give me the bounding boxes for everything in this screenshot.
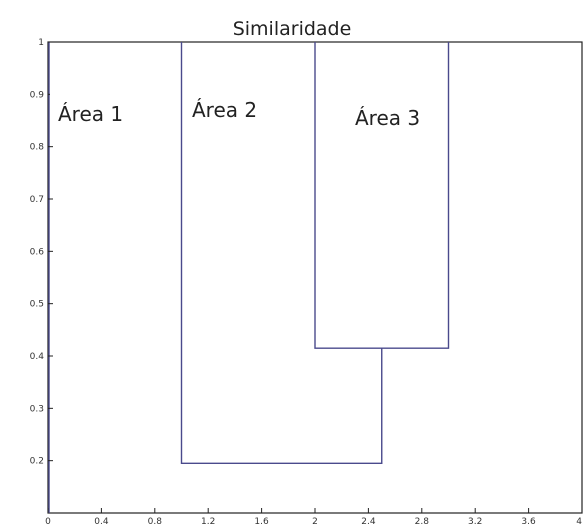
x-tick-label: 1.6 [254, 517, 269, 525]
y-tick-label: 0.6 [30, 247, 45, 257]
y-tick-label: 0.2 [30, 457, 44, 467]
y-tick-label: 0.8 [30, 143, 45, 153]
y-tick-label: 1 [38, 38, 44, 48]
y-tick-label: 0.9 [30, 90, 45, 100]
x-tick-label: 1.2 [201, 517, 215, 525]
leaf-label-area-3: Área 3 [347, 92, 429, 144]
leaf-label-area-1: Área 1 [50, 88, 132, 140]
x-tick-label: 2.8 [415, 517, 430, 525]
x-tick-label: 0.4 [94, 517, 109, 525]
x-tick-label: 0 [45, 517, 51, 525]
x-axis-ticks: 0 0.4 0.8 1.2 1.6 2 2.4 2.8 3.2 3.6 4 [45, 508, 583, 525]
x-tick-label: 2.4 [361, 517, 376, 525]
leaf-label-area-2: Área 2 [184, 84, 266, 136]
y-tick-label: 0.3 [30, 404, 44, 414]
y-axis-ticks: 0.2 0.3 0.4 0.5 0.6 0.7 0.8 0.9 1 [30, 38, 53, 467]
x-tick-label: 0.8 [148, 517, 163, 525]
x-tick-label: 3.6 [521, 517, 536, 525]
dendrogram-link-1 [314, 42, 450, 349]
dendrogram-links [48, 42, 450, 513]
dendrogram-link-2 [180, 42, 383, 464]
y-tick-label: 0.7 [30, 195, 44, 205]
x-tick-label: 2 [312, 517, 318, 525]
y-tick-label: 0.5 [30, 300, 44, 310]
chart-title: Similaridade [232, 18, 352, 40]
y-tick-label: 0.4 [30, 352, 45, 362]
x-tick-label: 4 [576, 517, 582, 525]
x-tick-label: 3.2 [468, 517, 482, 525]
